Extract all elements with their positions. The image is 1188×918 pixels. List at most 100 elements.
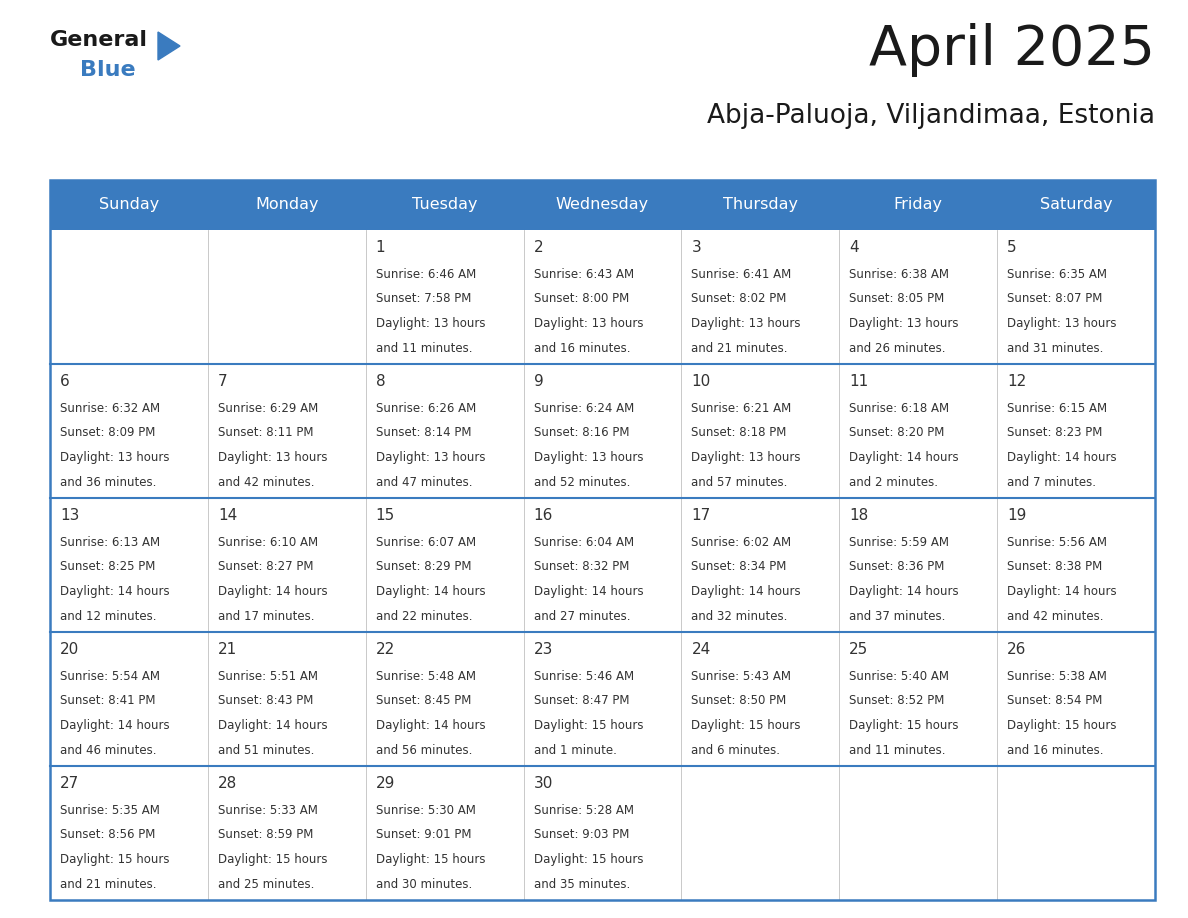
Text: 17: 17 <box>691 508 710 523</box>
Text: Sunset: 8:16 PM: Sunset: 8:16 PM <box>533 427 630 440</box>
Text: Sunset: 8:36 PM: Sunset: 8:36 PM <box>849 561 944 574</box>
Text: Daylight: 14 hours: Daylight: 14 hours <box>1007 585 1117 598</box>
Text: Daylight: 13 hours: Daylight: 13 hours <box>61 451 170 464</box>
Text: and 16 minutes.: and 16 minutes. <box>1007 744 1104 756</box>
Text: Daylight: 13 hours: Daylight: 13 hours <box>849 317 959 330</box>
Text: Sunrise: 6:29 AM: Sunrise: 6:29 AM <box>217 402 318 415</box>
Text: and 2 minutes.: and 2 minutes. <box>849 476 939 488</box>
Text: Tuesday: Tuesday <box>412 197 478 212</box>
Text: 22: 22 <box>375 642 394 657</box>
Text: and 47 minutes.: and 47 minutes. <box>375 476 472 488</box>
Text: and 36 minutes.: and 36 minutes. <box>61 476 157 488</box>
Text: 7: 7 <box>217 374 227 389</box>
Text: Sunset: 8:59 PM: Sunset: 8:59 PM <box>217 829 314 842</box>
Text: Daylight: 14 hours: Daylight: 14 hours <box>61 719 170 732</box>
Text: Sunset: 8:50 PM: Sunset: 8:50 PM <box>691 695 786 708</box>
Text: 27: 27 <box>61 776 80 791</box>
Text: Daylight: 13 hours: Daylight: 13 hours <box>691 317 801 330</box>
Text: 14: 14 <box>217 508 238 523</box>
Text: and 57 minutes.: and 57 minutes. <box>691 476 788 488</box>
Text: and 51 minutes.: and 51 minutes. <box>217 744 315 756</box>
Text: Sunrise: 6:38 AM: Sunrise: 6:38 AM <box>849 268 949 281</box>
Text: Daylight: 13 hours: Daylight: 13 hours <box>375 451 485 464</box>
Text: 23: 23 <box>533 642 552 657</box>
Text: Sunrise: 5:56 AM: Sunrise: 5:56 AM <box>1007 536 1107 549</box>
Text: Daylight: 14 hours: Daylight: 14 hours <box>61 585 170 598</box>
Text: Sunrise: 5:59 AM: Sunrise: 5:59 AM <box>849 536 949 549</box>
Text: General: General <box>50 30 148 50</box>
Text: Sunrise: 5:30 AM: Sunrise: 5:30 AM <box>375 804 475 817</box>
Bar <box>50 180 1155 230</box>
Text: and 6 minutes.: and 6 minutes. <box>691 744 781 756</box>
Text: Sunset: 8:07 PM: Sunset: 8:07 PM <box>1007 293 1102 306</box>
Text: and 31 minutes.: and 31 minutes. <box>1007 341 1104 354</box>
Text: Sunrise: 5:38 AM: Sunrise: 5:38 AM <box>1007 670 1107 683</box>
Text: Sunset: 8:54 PM: Sunset: 8:54 PM <box>1007 695 1102 708</box>
Text: and 22 minutes.: and 22 minutes. <box>375 610 472 622</box>
Text: Sunset: 8:56 PM: Sunset: 8:56 PM <box>61 829 156 842</box>
Text: Sunrise: 5:28 AM: Sunrise: 5:28 AM <box>533 804 633 817</box>
Text: Daylight: 13 hours: Daylight: 13 hours <box>533 317 643 330</box>
Text: Friday: Friday <box>893 197 943 212</box>
Text: Sunrise: 6:41 AM: Sunrise: 6:41 AM <box>691 268 791 281</box>
Text: Sunset: 8:23 PM: Sunset: 8:23 PM <box>1007 427 1102 440</box>
Text: Sunset: 8:38 PM: Sunset: 8:38 PM <box>1007 561 1102 574</box>
Text: Sunrise: 6:46 AM: Sunrise: 6:46 AM <box>375 268 476 281</box>
Text: Wednesday: Wednesday <box>556 197 649 212</box>
Text: 6: 6 <box>61 374 70 389</box>
Text: and 16 minutes.: and 16 minutes. <box>533 341 630 354</box>
Text: Sunrise: 6:02 AM: Sunrise: 6:02 AM <box>691 536 791 549</box>
Bar <box>50 364 1155 498</box>
Text: Sunrise: 6:10 AM: Sunrise: 6:10 AM <box>217 536 318 549</box>
Text: Sunset: 8:05 PM: Sunset: 8:05 PM <box>849 293 944 306</box>
Text: Daylight: 15 hours: Daylight: 15 hours <box>533 719 643 732</box>
Text: Saturday: Saturday <box>1040 197 1112 212</box>
Text: Daylight: 13 hours: Daylight: 13 hours <box>217 451 328 464</box>
Text: Sunset: 8:52 PM: Sunset: 8:52 PM <box>849 695 944 708</box>
Text: Sunset: 8:00 PM: Sunset: 8:00 PM <box>533 293 628 306</box>
Text: Sunset: 8:32 PM: Sunset: 8:32 PM <box>533 561 628 574</box>
Text: Sunset: 8:34 PM: Sunset: 8:34 PM <box>691 561 786 574</box>
Text: Sunset: 8:41 PM: Sunset: 8:41 PM <box>61 695 156 708</box>
Text: and 52 minutes.: and 52 minutes. <box>533 476 630 488</box>
Text: Daylight: 14 hours: Daylight: 14 hours <box>217 585 328 598</box>
Text: Sunrise: 6:13 AM: Sunrise: 6:13 AM <box>61 536 160 549</box>
Text: Sunrise: 5:51 AM: Sunrise: 5:51 AM <box>217 670 318 683</box>
Text: and 25 minutes.: and 25 minutes. <box>217 878 315 890</box>
Text: Daylight: 14 hours: Daylight: 14 hours <box>375 585 486 598</box>
Text: Sunrise: 5:54 AM: Sunrise: 5:54 AM <box>61 670 160 683</box>
Text: 21: 21 <box>217 642 238 657</box>
Text: Daylight: 15 hours: Daylight: 15 hours <box>533 853 643 866</box>
Text: and 56 minutes.: and 56 minutes. <box>375 744 472 756</box>
Text: Daylight: 13 hours: Daylight: 13 hours <box>1007 317 1117 330</box>
Text: Sunset: 7:58 PM: Sunset: 7:58 PM <box>375 293 472 306</box>
Text: Sunrise: 5:40 AM: Sunrise: 5:40 AM <box>849 670 949 683</box>
Text: Daylight: 15 hours: Daylight: 15 hours <box>691 719 801 732</box>
Bar <box>50 230 1155 364</box>
Text: Sunrise: 6:07 AM: Sunrise: 6:07 AM <box>375 536 476 549</box>
Bar <box>50 180 1155 900</box>
Text: Sunset: 8:20 PM: Sunset: 8:20 PM <box>849 427 944 440</box>
Text: Sunrise: 5:33 AM: Sunrise: 5:33 AM <box>217 804 317 817</box>
Text: Sunset: 8:18 PM: Sunset: 8:18 PM <box>691 427 786 440</box>
Text: Daylight: 13 hours: Daylight: 13 hours <box>533 451 643 464</box>
Text: 30: 30 <box>533 776 552 791</box>
Text: Sunset: 8:09 PM: Sunset: 8:09 PM <box>61 427 156 440</box>
Text: Sunday: Sunday <box>99 197 159 212</box>
Text: Blue: Blue <box>80 60 135 80</box>
Text: Sunrise: 5:46 AM: Sunrise: 5:46 AM <box>533 670 633 683</box>
Text: and 1 minute.: and 1 minute. <box>533 744 617 756</box>
Text: Abja-Paluoja, Viljandimaa, Estonia: Abja-Paluoja, Viljandimaa, Estonia <box>707 103 1155 129</box>
Text: Sunset: 8:11 PM: Sunset: 8:11 PM <box>217 427 314 440</box>
Text: Monday: Monday <box>255 197 318 212</box>
Text: and 30 minutes.: and 30 minutes. <box>375 878 472 890</box>
Text: Daylight: 15 hours: Daylight: 15 hours <box>217 853 328 866</box>
Text: 9: 9 <box>533 374 543 389</box>
Text: 16: 16 <box>533 508 552 523</box>
Polygon shape <box>158 32 181 60</box>
Text: 8: 8 <box>375 374 385 389</box>
Text: Sunrise: 6:21 AM: Sunrise: 6:21 AM <box>691 402 791 415</box>
Text: Sunrise: 6:18 AM: Sunrise: 6:18 AM <box>849 402 949 415</box>
Text: Sunrise: 6:43 AM: Sunrise: 6:43 AM <box>533 268 633 281</box>
Text: and 42 minutes.: and 42 minutes. <box>217 476 315 488</box>
